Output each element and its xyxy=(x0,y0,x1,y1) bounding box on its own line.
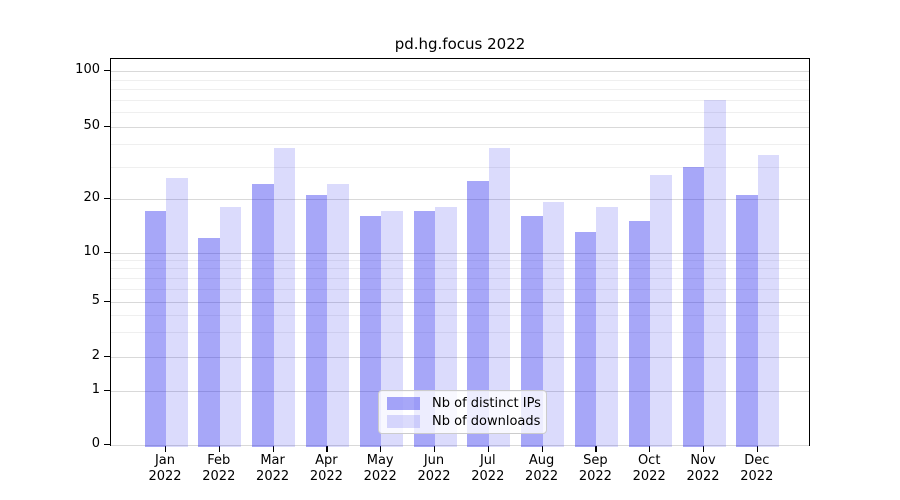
y-tick-mark xyxy=(104,355,110,357)
y-gridline-minor xyxy=(111,89,809,91)
x-tick-mark xyxy=(165,446,167,452)
y-gridline-minor xyxy=(111,166,809,168)
y-gridline-major xyxy=(111,71,809,72)
x-tick-mark xyxy=(434,446,436,452)
bar-ips-apr xyxy=(305,194,328,447)
x-tick-mark xyxy=(649,446,651,452)
y-gridline-minor xyxy=(111,332,809,334)
x-tick-label: Apr 2022 xyxy=(309,453,343,484)
y-tick-mark xyxy=(104,300,110,302)
x-tick-label: Sep 2022 xyxy=(578,453,612,484)
bar-downloads-dec xyxy=(757,154,780,447)
x-tick-mark xyxy=(272,446,274,452)
y-gridline-major xyxy=(111,445,809,446)
x-tick-label: May 2022 xyxy=(363,453,397,484)
bar-ips-jul xyxy=(467,181,489,447)
bar-ips-jan xyxy=(144,211,166,447)
y-tick-label: 0 xyxy=(91,436,100,451)
bar-downloads-aug xyxy=(542,202,565,447)
y-tick-label: 1 xyxy=(91,381,100,397)
y-gridline-major xyxy=(111,301,809,303)
bar-ips-oct xyxy=(628,220,651,447)
y-gridline-minor xyxy=(111,112,809,114)
y-gridline-major xyxy=(111,252,809,254)
legend-label-downloads: Nb of downloads xyxy=(432,413,541,429)
x-tick-mark xyxy=(703,446,705,452)
y-tick-mark xyxy=(104,389,110,391)
y-gridline-minor xyxy=(111,144,809,146)
x-tick-mark xyxy=(541,446,543,452)
x-tick-label: Feb 2022 xyxy=(202,453,236,484)
bar-downloads-oct xyxy=(650,175,672,447)
bar-downloads-jul xyxy=(488,148,511,447)
y-tick-mark xyxy=(104,70,110,72)
x-tick-mark xyxy=(326,446,328,452)
bar-ips-dec xyxy=(736,194,758,447)
x-tick-label: Oct 2022 xyxy=(632,453,666,484)
bar-ips-may xyxy=(359,215,382,447)
bar-downloads-jun xyxy=(435,206,457,447)
legend-swatch-downloads xyxy=(387,414,420,428)
bar-downloads-jan xyxy=(166,178,188,447)
legend-row-distinct-ips: Nb of distinct IPs xyxy=(387,395,541,411)
x-tick-mark xyxy=(595,446,597,452)
x-tick-mark xyxy=(380,446,382,452)
x-tick-mark xyxy=(218,446,221,452)
y-tick-mark xyxy=(104,126,110,128)
bar-downloads-nov xyxy=(704,99,726,447)
x-tick-label: Jul 2022 xyxy=(471,453,505,484)
bar-downloads-sep xyxy=(596,206,618,447)
y-gridline-major xyxy=(111,127,809,128)
y-gridline-minor xyxy=(111,79,809,81)
x-tick-mark xyxy=(756,446,759,452)
x-tick-label: Jun 2022 xyxy=(417,453,451,484)
y-gridline-major xyxy=(111,198,809,200)
bar-ips-mar xyxy=(252,184,274,447)
y-tick-label: 10 xyxy=(83,243,100,259)
x-tick-label: Nov 2022 xyxy=(686,453,720,484)
bar-downloads-apr xyxy=(327,184,349,447)
bar-ips-sep xyxy=(574,232,597,447)
legend-label-distinct-ips: Nb of distinct IPs xyxy=(432,395,541,411)
legend-row-downloads: Nb of downloads xyxy=(387,413,541,429)
x-tick-label: Dec 2022 xyxy=(740,453,774,484)
y-tick-mark xyxy=(104,444,110,446)
y-gridline-minor xyxy=(111,268,809,270)
x-tick-label: Jan 2022 xyxy=(148,453,182,484)
bar-ips-nov xyxy=(682,166,704,447)
y-tick-label: 50 xyxy=(83,118,100,133)
legend: Nb of distinct IPs Nb of downloads xyxy=(378,390,547,434)
y-gridline-minor xyxy=(111,259,809,261)
y-tick-label: 5 xyxy=(91,292,100,308)
y-gridline-major xyxy=(111,356,809,358)
y-gridline-minor xyxy=(111,314,809,316)
bar-downloads-mar xyxy=(273,148,296,447)
bar-ips-jun xyxy=(413,211,435,447)
x-tick-label: Aug 2022 xyxy=(525,453,559,484)
y-gridline-minor xyxy=(111,277,809,279)
chart-title: pd.hg.focus 2022 xyxy=(394,35,526,53)
bar-downloads-may xyxy=(381,211,403,447)
x-tick-label: Mar 2022 xyxy=(256,453,290,484)
legend-swatch-distinct-ips xyxy=(387,396,420,410)
y-tick-mark xyxy=(104,197,110,199)
bar-ips-feb xyxy=(198,238,220,447)
y-tick-label: 2 xyxy=(91,347,100,363)
bar-ips-aug xyxy=(521,215,543,447)
y-tick-label: 20 xyxy=(83,189,100,205)
y-tick-mark xyxy=(104,251,110,253)
x-tick-mark xyxy=(487,446,490,452)
y-tick-label: 100 xyxy=(75,62,100,77)
y-gridline-minor xyxy=(111,288,809,290)
bar-downloads-feb xyxy=(219,206,242,447)
plot-area xyxy=(110,58,810,447)
y-gridline-minor xyxy=(111,99,809,101)
